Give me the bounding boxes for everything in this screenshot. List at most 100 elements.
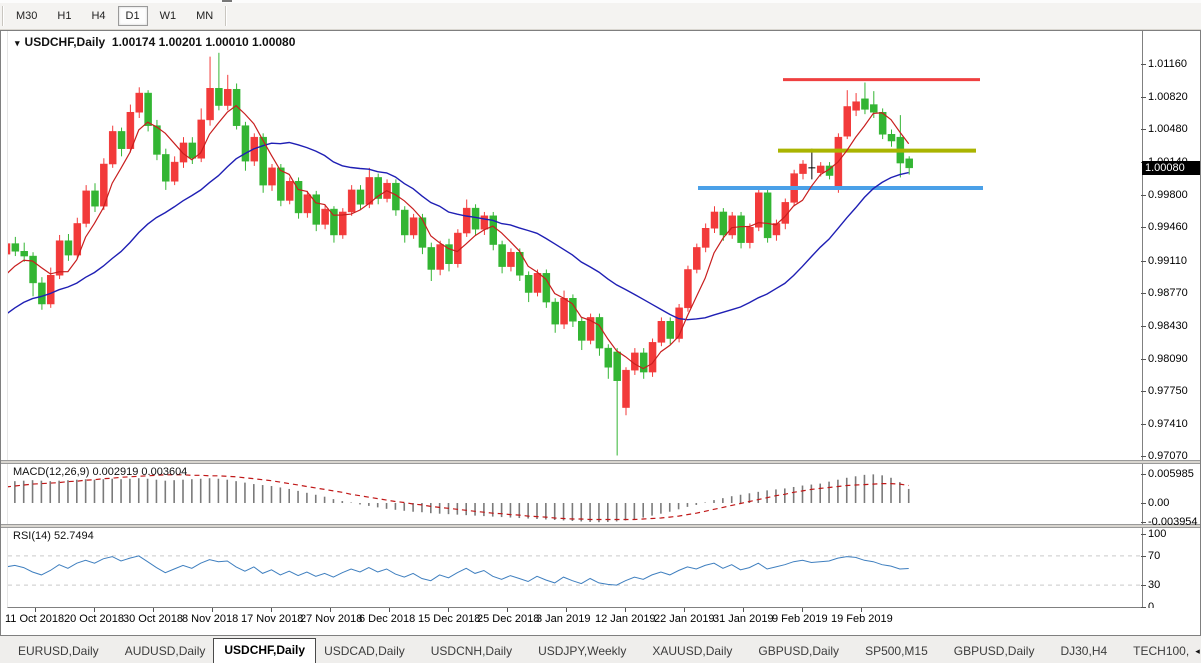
top-edge-notch — [222, 0, 232, 2]
time-axis-label: 17 Nov 2018 — [241, 613, 304, 625]
price-axis-label: 1.01160 — [1148, 58, 1187, 71]
price-axis-label: 0.98090 — [1148, 352, 1188, 365]
time-axis-label: 11 Oct 2018 — [5, 613, 65, 625]
time-axis-label: 6 Dec 2018 — [359, 613, 416, 625]
price-chart-plot[interactable]: ▾ USDCHF,Daily 1.00174 1.00201 1.00010 1.… — [7, 31, 1143, 460]
time-axis-tick — [389, 608, 390, 612]
time-axis-tick — [212, 608, 213, 612]
time-axis-tick — [271, 608, 272, 612]
time-axis-label: 9 Feb 2019 — [772, 613, 828, 625]
chart-tab-usdcnh-daily[interactable]: USDCNH,Daily — [430, 644, 513, 658]
price-axis-tick — [1141, 456, 1146, 458]
time-axis[interactable]: 11 Oct 2018 20 Oct 2018 30 Oct 2018 8 Nov 2… — [1, 608, 1200, 635]
chart-tab-usdjpy-weekly[interactable]: USDJPY,Weekly — [538, 644, 627, 658]
timeframe-button-d1[interactable]: D1 — [117, 6, 148, 26]
time-axis-label: 8 Nov 2018 — [182, 613, 239, 625]
time-axis-tick — [625, 608, 626, 612]
timeframe-button-m30[interactable]: M30 — [8, 6, 45, 26]
macd-label: MACD(12,26,9) 0.002919 0.003604 — [13, 466, 188, 478]
time-axis-tick — [684, 608, 685, 612]
rsi-axis-tick — [1141, 585, 1146, 587]
chart-tab-tech100[interactable]: TECH100, — [1133, 644, 1190, 658]
macd-axis-label: 0.00 — [1148, 497, 1170, 509]
price-axis-label: 0.99460 — [1148, 221, 1188, 234]
time-axis-tick — [566, 608, 567, 612]
current-price-tag: 1.00080 — [1142, 160, 1200, 175]
pane-splitter[interactable] — [1, 524, 1200, 528]
chart-tabs-bar: EURUSD,Daily AUDUSD,Daily USDCHF,Daily USDC… — [0, 636, 1201, 663]
top-edge-strip — [0, 0, 1201, 3]
chart-window: ▾ USDCHF,Daily 1.00174 1.00201 1.00010 1.… — [0, 30, 1201, 636]
price-axis-tick — [1141, 293, 1146, 295]
macd-axis-label: -0.003954 — [1148, 516, 1198, 529]
toolbar-divider — [225, 6, 228, 26]
chart-tab-dj30-h4[interactable]: DJ30,H4 — [1060, 644, 1108, 658]
price-axis-tick — [1141, 326, 1146, 328]
macd-signal-line — [8, 474, 909, 521]
chart-tab-gbpusd-daily[interactable]: GBPUSD,Daily — [953, 644, 1035, 658]
macd-axis-label: 0.005985 — [1148, 467, 1194, 480]
timeframe-button-mn[interactable]: MN — [188, 6, 221, 26]
timeframe-toolbar: M30 H1 H4 D1 W1 MN — [0, 3, 1201, 30]
price-axis-label: 0.99110 — [1148, 254, 1187, 267]
time-axis-tick — [861, 608, 862, 612]
chart-tab-usdchf-daily[interactable]: USDCHF,Daily — [213, 638, 317, 663]
rsi-axis-tick — [1141, 534, 1146, 535]
tab-scroll-left-icon[interactable]: ◂ — [1195, 646, 1200, 656]
price-axis-tick — [1141, 64, 1146, 66]
price-axis-tick — [1141, 423, 1146, 425]
time-axis-label: 25 Dec 2018 — [477, 613, 540, 625]
price-axis-label: 0.97750 — [1148, 385, 1188, 398]
price-axis-tick — [1141, 260, 1146, 262]
time-axis-tick — [153, 608, 154, 612]
timeframe-button-w1[interactable]: W1 — [152, 6, 185, 26]
rsi-indicator-plot[interactable]: RSI(14) 52.7494 — [7, 528, 1143, 608]
chart-tab-gbpusd-daily[interactable]: GBPUSD,Daily — [758, 644, 840, 658]
chart-tab-xauusd-daily[interactable]: XAUUSD,Daily — [652, 644, 733, 658]
time-axis-tick — [35, 608, 36, 612]
ma-slow-line — [8, 141, 909, 321]
price-axis-label: 0.97410 — [1148, 417, 1188, 430]
chart-tab-eurusd-daily[interactable]: EURUSD,Daily — [18, 644, 99, 658]
macd-axis-tick — [1141, 522, 1146, 524]
time-axis-tick — [94, 608, 95, 612]
rsi-axis-tick — [1141, 607, 1146, 608]
tab-scroll-arrows: ◂▸ — [1195, 646, 1201, 657]
time-axis-tick — [802, 608, 803, 612]
chart-tab-audusd-daily[interactable]: AUDUSD,Daily — [124, 644, 206, 658]
chart-tab-usdcad-daily[interactable]: USDCAD,Daily — [324, 644, 405, 658]
chart-title: ▾ USDCHF,Daily 1.00174 1.00201 1.00010 1.… — [15, 35, 295, 49]
time-axis-label: 12 Jan 2019 — [595, 613, 656, 625]
rsi-axis-tick — [1141, 555, 1146, 557]
price-axis-label: 0.98770 — [1148, 287, 1188, 300]
macd-axis-tick — [1141, 503, 1146, 504]
pane-splitter[interactable] — [1, 460, 1200, 464]
time-axis-label: 30 Oct 2018 — [123, 613, 183, 625]
toolbar-divider — [2, 6, 4, 26]
time-axis-label: 22 Jan 2019 — [654, 613, 715, 625]
timeframe-button-h1[interactable]: H1 — [49, 6, 79, 26]
macd-indicator-plot[interactable]: MACD(12,26,9) 0.002919 0.003604 — [7, 464, 1143, 524]
time-axis-label: 3 Jan 2019 — [536, 613, 591, 625]
price-axis-tick — [1141, 391, 1146, 393]
time-axis-label: 27 Nov 2018 — [300, 613, 363, 625]
price-axis-tick — [1141, 227, 1146, 229]
rsi-axis-label: 0 — [1148, 601, 1155, 613]
price-axis-label: 0.99800 — [1148, 188, 1188, 201]
price-axis-label: 0.97070 — [1148, 450, 1188, 463]
time-axis-tick — [507, 608, 508, 612]
price-axis-tick — [1141, 358, 1146, 360]
price-axis-label: 1.00820 — [1148, 90, 1188, 103]
chart-tab-sp500-m15[interactable]: SP500,M15 — [865, 644, 928, 658]
rsi-label: RSI(14) 52.7494 — [13, 530, 94, 542]
macd-axis-tick — [1141, 473, 1146, 475]
symbol-dropdown-icon[interactable]: ▾ — [15, 38, 20, 48]
chart-ohlc-values: 1.00174 1.00201 1.00010 1.00080 — [111, 35, 296, 49]
chart-symbol-label: USDCHF,Daily — [24, 35, 106, 49]
time-axis-label: 19 Feb 2019 — [831, 613, 893, 625]
time-axis-tick — [330, 608, 331, 612]
timeframe-button-h4[interactable]: H4 — [83, 6, 113, 26]
rsi-current-value: 52.7494 — [53, 530, 94, 542]
price-axis-tick — [1141, 129, 1146, 131]
